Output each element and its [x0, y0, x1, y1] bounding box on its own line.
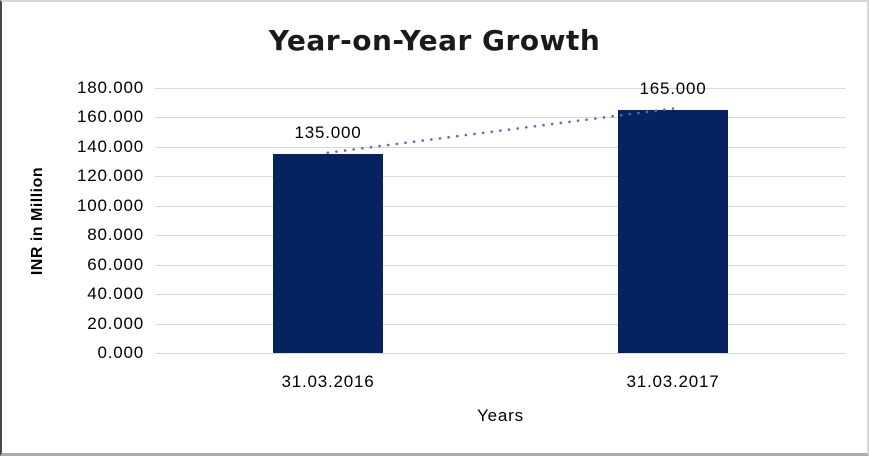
chart-title: Year-on-Year Growth — [268, 24, 601, 57]
x-tick-label: 31.03.2016 — [281, 372, 375, 391]
y-tick-label: 40.000 — [87, 284, 144, 303]
gridline — [155, 117, 846, 118]
y-tick-label: 100.000 — [76, 196, 144, 215]
gridline — [155, 176, 846, 177]
y-tick-label: 0.000 — [97, 343, 144, 362]
y-tick-label: 160.000 — [76, 107, 144, 126]
gridline — [155, 206, 846, 207]
y-tick-label: 140.000 — [76, 137, 144, 156]
gridline — [155, 265, 846, 266]
gridline — [155, 88, 846, 89]
bar-value-label: 135.000 — [294, 123, 362, 142]
y-tick-label: 60.000 — [87, 255, 144, 274]
plot-area — [155, 88, 846, 354]
trendline — [326, 107, 675, 155]
trendline-line — [326, 107, 675, 155]
gridline — [155, 294, 846, 295]
bar — [618, 110, 728, 353]
x-tick-label: 31.03.2017 — [626, 372, 720, 391]
gridline — [155, 353, 846, 354]
gridline — [155, 147, 846, 148]
y-tick-label: 20.000 — [87, 314, 144, 333]
bar — [273, 154, 383, 353]
y-tick-label: 120.000 — [76, 166, 144, 185]
gridline — [155, 235, 846, 236]
bar-value-label: 165.000 — [639, 79, 707, 98]
gridline — [155, 324, 846, 325]
x-axis-title: Years — [477, 406, 524, 425]
y-tick-label: 180.000 — [76, 78, 144, 97]
y-tick-label: 80.000 — [87, 225, 144, 244]
